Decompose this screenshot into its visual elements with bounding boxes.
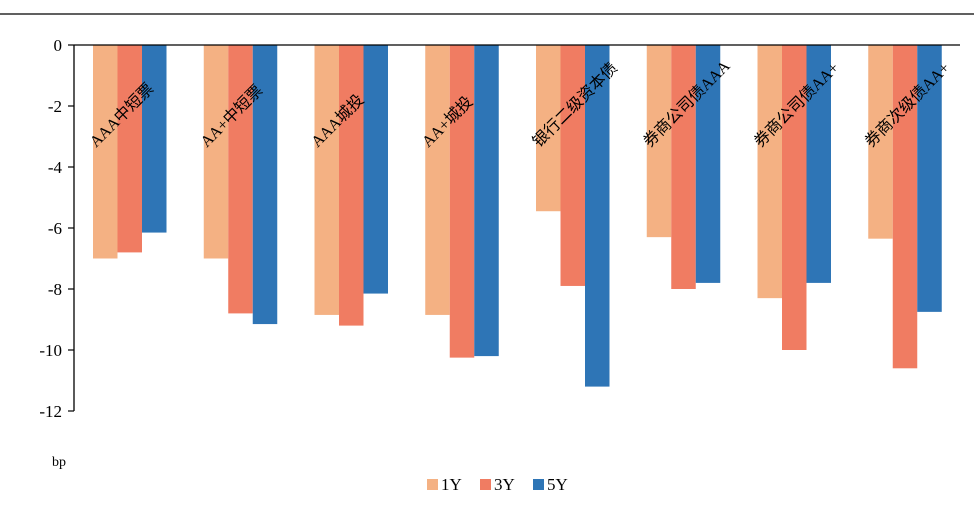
bar-3Y-5 <box>560 45 585 286</box>
y-unit-label: bp <box>52 455 66 470</box>
y-tick-label: 0 <box>54 36 63 55</box>
legend-swatch-5Y <box>533 479 544 490</box>
bar-5Y-4 <box>474 45 499 357</box>
bar-1Y-1 <box>93 45 118 259</box>
bar-3Y-6 <box>671 45 696 289</box>
legend-label-5Y: 5Y <box>547 475 568 494</box>
bar-1Y-5 <box>536 45 561 212</box>
y-tick-label: -6 <box>48 219 62 238</box>
legend-swatch-3Y <box>480 479 491 490</box>
legend: 1Y 3Y 5Y <box>427 475 568 494</box>
legend-label-3Y: 3Y <box>494 475 515 494</box>
y-tick-label: -10 <box>39 341 62 360</box>
bars-group <box>93 45 942 387</box>
bar-1Y-6 <box>646 45 672 238</box>
bar-1Y-8 <box>868 45 893 239</box>
bar-3Y-8 <box>892 45 918 369</box>
bar-1Y-3 <box>314 45 339 315</box>
bar-5Y-6 <box>695 45 721 283</box>
bar-3Y-4 <box>449 45 475 358</box>
bar-5Y-8 <box>917 45 942 312</box>
bar-3Y-3 <box>339 45 364 326</box>
y-tick-label: -12 <box>39 402 62 421</box>
legend-swatch-1Y <box>427 479 438 490</box>
bar-3Y-7 <box>782 45 807 350</box>
y-tick-label: -4 <box>48 158 63 177</box>
bar-1Y-4 <box>425 45 450 315</box>
bar-1Y-2 <box>203 45 229 259</box>
bar-5Y-5 <box>585 45 610 387</box>
y-tick-label: -8 <box>48 280 62 299</box>
bar-5Y-2 <box>252 45 278 325</box>
y-tick-label: -2 <box>48 97 62 116</box>
bar-5Y-3 <box>363 45 388 294</box>
bar-3Y-2 <box>228 45 253 314</box>
y-axis: 0 -2 -4 -6 -8 -10 -12 <box>39 36 75 421</box>
bar-3Y-1 <box>117 45 142 253</box>
legend-label-1Y: 1Y <box>441 475 462 494</box>
bar-1Y-7 <box>757 45 782 299</box>
bar-5Y-1 <box>142 45 167 233</box>
bar-5Y-7 <box>806 45 831 283</box>
